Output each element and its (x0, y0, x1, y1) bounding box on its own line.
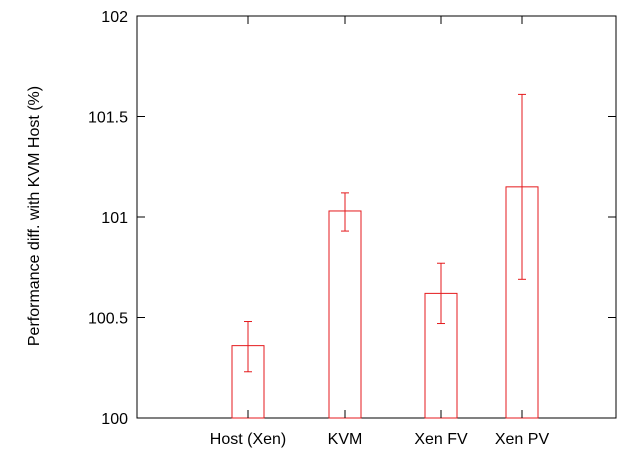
error-bars (244, 93, 526, 373)
bar (328, 210, 362, 419)
y-axis-label: Performance diff. with KVM Host (%) (26, 86, 43, 346)
x-axis: Host (Xen) KVM Xen FV Xen PV (210, 16, 550, 448)
y-tick-label: 102 (101, 9, 128, 26)
y-tick-label: 100.5 (88, 311, 128, 328)
x-tick-label: Xen FV (414, 431, 468, 448)
plot-area (136, 15, 617, 419)
plot-frame (136, 15, 617, 419)
bars (231, 186, 539, 419)
x-tick-label: Xen PV (495, 431, 550, 448)
y-tick-label: 101 (101, 210, 128, 227)
y-tick-label: 100 (101, 411, 128, 428)
y-tick-label: 101.5 (88, 110, 128, 127)
x-tick-label: KVM (328, 431, 363, 448)
y-axis: 100 100.5 101 101.5 102 (88, 9, 616, 428)
x-tick-label: Host (Xen) (210, 431, 286, 448)
